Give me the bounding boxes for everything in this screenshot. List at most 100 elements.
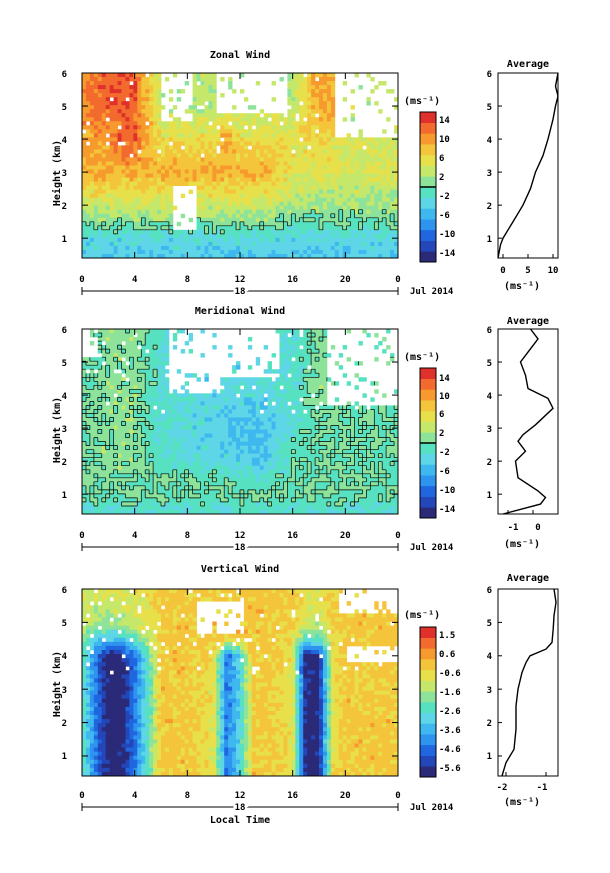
heatmap-cell [322, 137, 328, 142]
heatmap-cell [164, 161, 170, 166]
heatmap-cell [283, 185, 288, 191]
heatmap-cell [247, 121, 253, 126]
heatmap-cell [283, 409, 288, 414]
heatmap-cell [121, 77, 126, 82]
heatmap-cell [125, 401, 130, 406]
heatmap-cell [85, 441, 91, 447]
heatmap-cell [354, 245, 359, 251]
heatmap-cell [319, 157, 324, 162]
heatmap-cell [153, 429, 158, 434]
heatmap-cell [263, 417, 269, 422]
heatmap-cell [346, 429, 351, 434]
heatmap-cell [129, 169, 134, 174]
heatmap-cell [149, 361, 154, 366]
heatmap-cell [247, 365, 253, 370]
heatmap-cell [378, 149, 383, 154]
heatmap-cell [319, 341, 324, 346]
heatmap-cell [287, 385, 292, 390]
heatmap-cell [271, 181, 276, 187]
heatmap-cell [129, 217, 134, 223]
heatmap-cell [251, 409, 257, 414]
heatmap-cell [287, 425, 292, 430]
heatmap-cell [192, 153, 197, 158]
heatmap-cell [137, 417, 142, 422]
heatmap-cell [172, 73, 178, 78]
heatmap-cell [315, 245, 320, 251]
heatmap-cell [220, 93, 225, 98]
heatmap-cell [164, 433, 170, 438]
heatmap-cell [358, 361, 363, 366]
heatmap-cell [354, 433, 359, 438]
heatmap-cell [153, 73, 158, 78]
heatmap-cell [113, 385, 118, 390]
heatmap-cell [311, 337, 316, 342]
heatmap-cell [168, 437, 174, 443]
heatmap-cell [240, 149, 245, 154]
heatmap-cell [168, 405, 174, 410]
heatmap-cell [149, 437, 154, 443]
heatmap-cell [220, 197, 225, 203]
heatmap-cell [208, 413, 213, 418]
heatmap-cell [137, 197, 142, 203]
heatmap-cell [334, 253, 340, 259]
heatmap-cell [149, 213, 154, 219]
heatmap-cell [188, 393, 193, 398]
heatmap-cell [125, 441, 130, 447]
heatmap-cell [287, 349, 292, 354]
heatmap-cell [311, 349, 316, 354]
heatmap-cell [105, 245, 111, 251]
heatmap-cell [354, 449, 359, 455]
heatmap-cell [184, 125, 190, 130]
heatmap-cell [243, 241, 249, 247]
heatmap-cell [350, 433, 355, 438]
heatmap-cell [386, 345, 391, 350]
heatmap-cell [386, 233, 391, 239]
heatmap-cell [322, 157, 328, 162]
heatmap-cell [303, 93, 308, 98]
heatmap-cell [251, 129, 257, 134]
heatmap-cell [354, 225, 359, 231]
heatmap-cell [291, 393, 296, 398]
heatmap-cell [157, 145, 162, 150]
heatmap-cell [157, 337, 162, 342]
heatmap-cell [228, 113, 233, 118]
heatmap-cell [212, 133, 217, 138]
heatmap-cell [251, 437, 257, 443]
heatmap-cell [117, 193, 122, 199]
heatmap-cell [101, 93, 107, 98]
heatmap-cell [113, 129, 118, 134]
heatmap-cell [133, 341, 138, 346]
heatmap-cell [97, 385, 103, 390]
heatmap-cell [117, 333, 122, 338]
heatmap-cell [121, 105, 126, 110]
heatmap-cell [346, 161, 351, 166]
heatmap-cell [117, 233, 122, 239]
heatmap-cell [311, 345, 316, 350]
heatmap-cell [228, 201, 233, 207]
heatmap-cell [101, 425, 107, 430]
heatmap-cell [283, 181, 288, 187]
heatmap-cell [109, 161, 114, 166]
heatmap-cell [121, 381, 126, 386]
heatmap-cell [105, 185, 111, 191]
heatmap-cell [240, 209, 245, 215]
heatmap-cell [125, 373, 130, 378]
heatmap-cell [149, 201, 154, 207]
heatmap-cell [307, 241, 312, 247]
heatmap-cell [236, 201, 241, 207]
heatmap-cell [326, 121, 332, 126]
heatmap-cell [121, 441, 126, 447]
heatmap-cell [263, 213, 269, 219]
heatmap-cell [220, 125, 225, 130]
heatmap-cell [354, 373, 359, 378]
heatmap-cell [141, 441, 146, 447]
heatmap-cell [149, 333, 154, 338]
heatmap-cell [319, 85, 324, 90]
heatmap-cell [386, 181, 391, 187]
heatmap-cell [334, 441, 340, 447]
heatmap-cell [311, 129, 316, 134]
heatmap-cell [149, 209, 154, 215]
heatmap-cell [338, 441, 344, 447]
heatmap-cell [295, 133, 300, 138]
